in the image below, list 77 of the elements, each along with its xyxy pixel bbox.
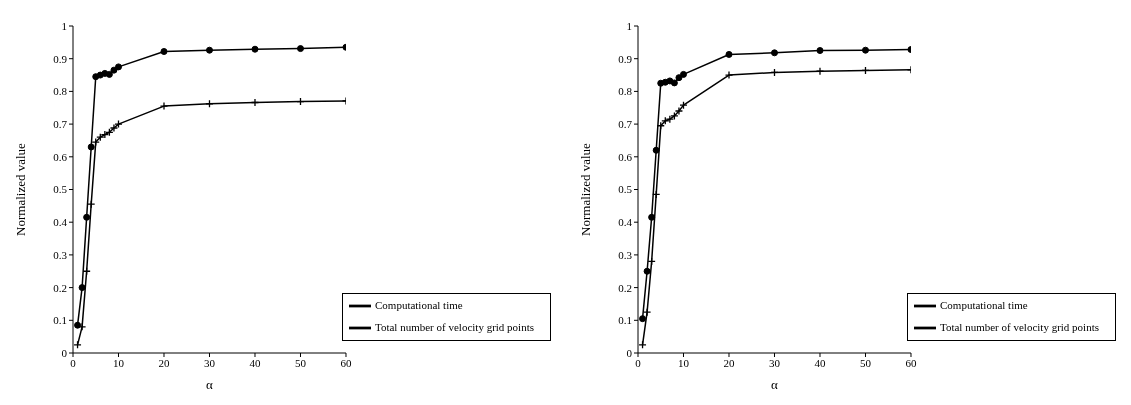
y-tick-label: 0.5 — [53, 183, 68, 196]
x-tick-label: 50 — [859, 356, 872, 369]
point — [648, 213, 656, 221]
x-tick-label: 20 — [158, 356, 170, 369]
y-tick-label: 0.9 — [53, 52, 68, 65]
point — [159, 101, 169, 111]
y-tick-label: 0 — [626, 346, 633, 359]
y-tick-label: 0.4 — [53, 216, 68, 229]
point — [160, 48, 168, 56]
point — [87, 143, 95, 151]
point — [861, 46, 869, 54]
point — [815, 66, 825, 76]
legend-label: Computational time — [374, 298, 463, 311]
point — [652, 146, 660, 154]
y-tick-label: 0.3 — [53, 248, 68, 261]
y-tick-label: 0.1 — [618, 314, 632, 327]
y-tick-label: 0.4 — [618, 216, 633, 229]
point — [725, 50, 733, 58]
x-tick-label: 0 — [70, 356, 77, 369]
y-axis-title: Normalized value — [577, 142, 593, 236]
point — [74, 321, 82, 329]
y-tick-label: 0.7 — [618, 118, 633, 131]
x-tick-label: 10 — [113, 356, 125, 369]
y-tick-label: 1 — [626, 19, 632, 32]
y-tick-label: 0.2 — [618, 281, 632, 294]
y-axis-title: Normalized value — [12, 142, 28, 236]
x-tick-label: 40 — [249, 356, 261, 369]
point — [115, 63, 122, 71]
x-tick-label: 30 — [203, 356, 216, 369]
point — [674, 106, 684, 116]
x-tick-label: 30 — [768, 356, 781, 369]
y-tick-label: 0.1 — [53, 314, 67, 327]
point — [251, 45, 259, 53]
point — [680, 70, 687, 78]
x-tick-label: 60 — [905, 356, 917, 369]
y-tick-label: 0.6 — [618, 150, 633, 163]
y-tick-label: 0.5 — [618, 183, 633, 196]
point — [83, 213, 91, 221]
legend-label: Total number of velocity grid points — [939, 320, 1099, 333]
point — [724, 70, 734, 80]
legend-label: Total number of velocity grid points — [374, 320, 534, 333]
x-tick-label: 60 — [340, 356, 352, 369]
point — [110, 66, 118, 74]
point — [816, 47, 824, 55]
x-tick-label: 40 — [814, 356, 826, 369]
y-tick-label: 0.9 — [618, 52, 633, 65]
point — [639, 315, 647, 323]
y-tick-label: 0.6 — [53, 150, 68, 163]
x-axis-title: α — [206, 377, 214, 392]
x-tick-label: 20 — [723, 356, 735, 369]
point — [105, 70, 113, 78]
point — [770, 49, 778, 57]
point — [642, 307, 652, 317]
y-tick-label: 0.3 — [618, 248, 633, 261]
x-axis-title: α — [771, 377, 779, 392]
y-tick-label: 0.8 — [618, 85, 633, 98]
point — [250, 98, 260, 107]
y-tick-label: 0.7 — [53, 118, 68, 131]
point — [670, 79, 678, 87]
point — [78, 284, 86, 292]
point — [679, 100, 688, 110]
y-tick-label: 0.2 — [53, 281, 67, 294]
y-tick-label: 0.8 — [53, 85, 68, 98]
point — [109, 123, 119, 133]
point — [675, 74, 683, 82]
point — [670, 111, 679, 121]
point — [91, 137, 100, 147]
x-tick-label: 50 — [294, 356, 307, 369]
y-tick-label: 1 — [61, 19, 67, 32]
legend-label: Computational time — [939, 298, 1028, 311]
point — [643, 267, 651, 275]
y-tick-label: 0 — [61, 346, 68, 359]
point — [205, 46, 213, 54]
point — [296, 45, 304, 53]
x-tick-label: 0 — [635, 356, 642, 369]
point — [114, 119, 123, 129]
x-tick-label: 10 — [678, 356, 690, 369]
